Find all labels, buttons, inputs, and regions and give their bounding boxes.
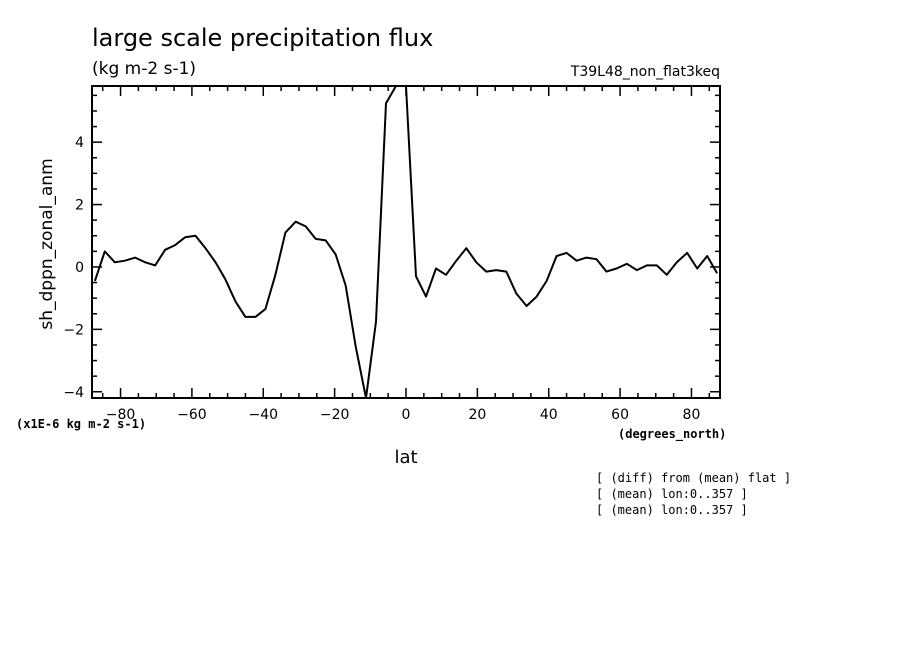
run-label: T39L48_non_flat3keq: [570, 64, 720, 80]
x-tick-label: −80: [106, 407, 136, 423]
x-tick-label: 0: [402, 407, 411, 423]
y-units-label: (x1E-6 kg m-2 s-1): [16, 417, 146, 431]
plot-frame: [91, 85, 721, 399]
x-tick-label: 40: [540, 407, 558, 423]
y-tick-label: 2: [75, 198, 84, 214]
x-tick-label: 20: [468, 407, 486, 423]
y-tick-label: 4: [75, 135, 84, 151]
note-line-2: [ (mean) lon:0..357 ]: [596, 487, 748, 501]
x-tick-label: −40: [248, 407, 278, 423]
y-tick-label: −4: [63, 385, 84, 401]
x-units-label: (degrees_north): [618, 427, 726, 442]
note-line-3: [ (mean) lon:0..357 ]: [596, 503, 748, 517]
y-axis-label: sh_dppn_zonal_anm: [37, 158, 57, 329]
y-tick-label: 0: [75, 260, 84, 276]
x-axis-label: lat: [394, 447, 417, 468]
x-tick-labels: −80 −60 −40 −20 0 20 40 60 80: [106, 407, 701, 423]
x-tick-label: 60: [611, 407, 629, 423]
axis-ticks: [92, 86, 720, 398]
note-line-1: [ (diff) from (mean) flat ]: [596, 471, 791, 485]
series-line: [93, 85, 718, 399]
x-tick-label: 80: [683, 407, 701, 423]
y-tick-label: −2: [63, 322, 84, 338]
chart-subtitle: (kg m-2 s-1): [92, 59, 196, 79]
chart-title: large scale precipitation flux: [92, 24, 433, 52]
x-tick-label: −60: [177, 407, 207, 423]
x-tick-label: −20: [320, 407, 350, 423]
y-tick-labels: −4 −2 0 2 4: [63, 135, 84, 401]
